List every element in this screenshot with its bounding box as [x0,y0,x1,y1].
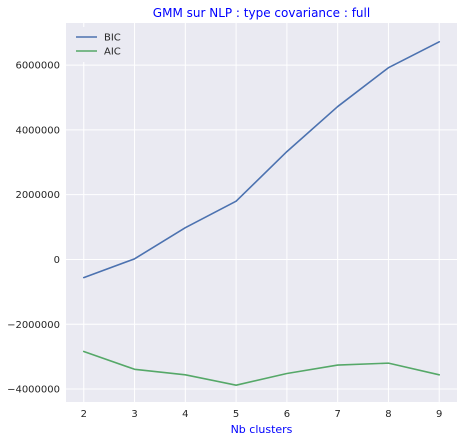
x-tick-label: 6 [284,409,290,420]
series-layer [82,40,441,386]
legend: BIC AIC [70,27,128,62]
chart-title: GMM sur NLP : type covariance : full [153,6,370,20]
series-line-bic [82,40,441,279]
x-tick-label: 2 [81,409,87,420]
x-tick-label: 8 [385,409,391,420]
x-tick-labels: 2 3 4 5 6 7 8 9 [81,409,443,420]
legend-label-aic: AIC [104,47,121,58]
y-tick-label: 4000000 [15,125,60,136]
y-tick-label: 6000000 [15,61,60,72]
series-line-aic [82,350,441,386]
legend-label-bic: BIC [104,33,121,44]
legend-box [70,27,128,62]
y-tick-labels: −4000000 −2000000 0 2000000 4000000 6000000 [7,61,60,396]
x-tick-label: 3 [131,409,137,420]
x-gridlines [83,23,440,402]
x-axis-label: Nb clusters [231,423,293,436]
x-tick-label: 5 [233,409,239,420]
y-tick-label: −4000000 [7,385,60,396]
x-tick-label: 7 [334,409,340,420]
x-tick-label: 9 [436,409,442,420]
y-tick-label: 2000000 [15,190,60,201]
plot-area [66,23,457,402]
x-tick-label: 4 [182,409,188,420]
y-tick-label: −2000000 [7,320,60,331]
y-tick-label: 0 [54,255,60,266]
